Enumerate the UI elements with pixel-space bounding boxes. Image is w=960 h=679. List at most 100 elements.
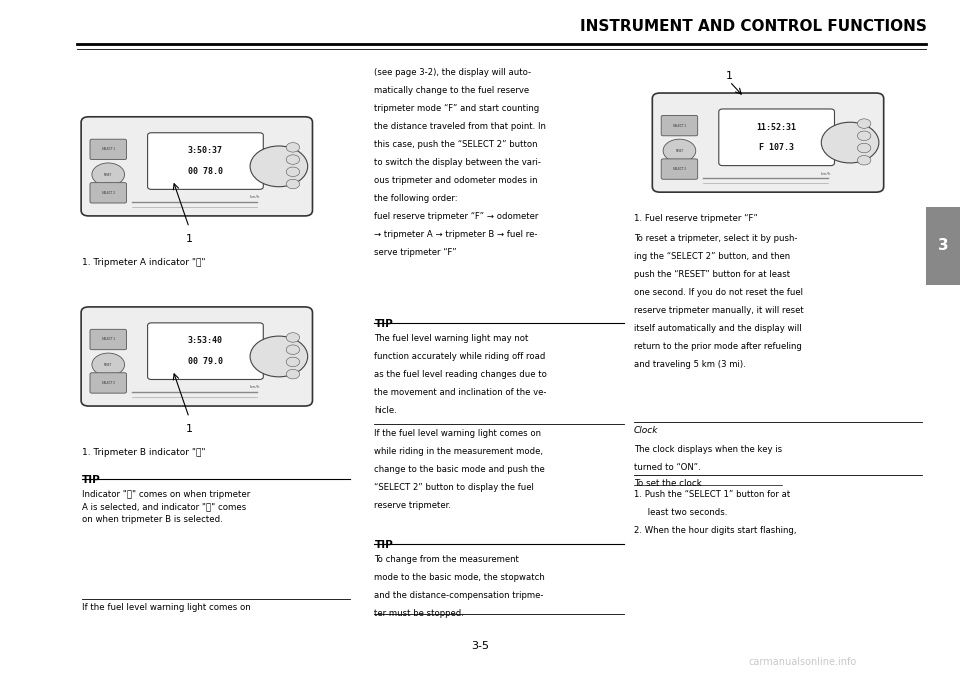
Text: while riding in the measurement mode,: while riding in the measurement mode, bbox=[374, 447, 543, 456]
Text: km/h: km/h bbox=[821, 172, 831, 176]
Text: turned to “ON”.: turned to “ON”. bbox=[634, 463, 701, 472]
Text: 1. Fuel reserve tripmeter “F”: 1. Fuel reserve tripmeter “F” bbox=[634, 214, 757, 223]
Text: 00 79.0: 00 79.0 bbox=[188, 357, 223, 366]
Text: one second. If you do not reset the fuel: one second. If you do not reset the fuel bbox=[634, 288, 803, 297]
Text: F 107.3: F 107.3 bbox=[759, 143, 794, 152]
Text: the following order:: the following order: bbox=[374, 194, 458, 203]
Circle shape bbox=[286, 167, 300, 177]
Text: 1. Push the “SELECT 1” button for at: 1. Push the “SELECT 1” button for at bbox=[634, 490, 790, 499]
Text: return to the prior mode after refueling: return to the prior mode after refueling bbox=[634, 342, 802, 351]
Text: RESET: RESET bbox=[676, 149, 684, 153]
Text: the distance traveled from that point. In: the distance traveled from that point. I… bbox=[374, 122, 546, 131]
Text: to switch the display between the vari-: to switch the display between the vari- bbox=[374, 158, 541, 167]
Text: as the fuel level reading changes due to: as the fuel level reading changes due to bbox=[374, 370, 547, 379]
Text: TIP: TIP bbox=[374, 319, 394, 329]
Text: INSTRUMENT AND CONTROL FUNCTIONS: INSTRUMENT AND CONTROL FUNCTIONS bbox=[580, 19, 926, 34]
Text: SELECT 2: SELECT 2 bbox=[102, 381, 115, 385]
Circle shape bbox=[286, 369, 300, 379]
Text: → tripmeter A → tripmeter B → fuel re-: → tripmeter A → tripmeter B → fuel re- bbox=[374, 230, 538, 239]
FancyBboxPatch shape bbox=[90, 329, 127, 350]
Text: itself automatically and the display will: itself automatically and the display wil… bbox=[634, 324, 802, 333]
Text: and traveling 5 km (3 mi).: and traveling 5 km (3 mi). bbox=[634, 360, 745, 369]
Text: RESET: RESET bbox=[105, 363, 112, 367]
Text: 3: 3 bbox=[938, 238, 948, 253]
Text: RESET: RESET bbox=[105, 172, 112, 177]
Circle shape bbox=[92, 163, 125, 186]
Text: the movement and inclination of the ve-: the movement and inclination of the ve- bbox=[374, 388, 547, 397]
Text: function accurately while riding off road: function accurately while riding off roa… bbox=[374, 352, 546, 361]
FancyBboxPatch shape bbox=[148, 132, 263, 189]
Text: 2. When the hour digits start flashing,: 2. When the hour digits start flashing, bbox=[634, 526, 796, 535]
Circle shape bbox=[857, 155, 871, 165]
FancyBboxPatch shape bbox=[652, 93, 883, 192]
Text: 3-5: 3-5 bbox=[471, 642, 489, 651]
FancyBboxPatch shape bbox=[81, 117, 313, 216]
Text: Indicator "Ⓐ" comes on when tripmeter
A is selected, and indicator "Ⓑ" comes
on : Indicator "Ⓐ" comes on when tripmeter A … bbox=[82, 490, 250, 524]
Text: and the distance-compensation tripme-: and the distance-compensation tripme- bbox=[374, 591, 544, 600]
Circle shape bbox=[857, 131, 871, 141]
Text: ing the “SELECT 2” button, and then: ing the “SELECT 2” button, and then bbox=[634, 252, 790, 261]
FancyBboxPatch shape bbox=[90, 373, 127, 393]
Text: The fuel level warning light may not: The fuel level warning light may not bbox=[374, 334, 529, 343]
Text: hicle.: hicle. bbox=[374, 406, 397, 415]
Text: SELECT 1: SELECT 1 bbox=[102, 147, 115, 151]
Text: 1: 1 bbox=[185, 424, 193, 435]
Text: 1. Tripmeter B indicator "Ⓑ": 1. Tripmeter B indicator "Ⓑ" bbox=[82, 448, 205, 457]
Text: reserve tripmeter.: reserve tripmeter. bbox=[374, 501, 451, 510]
Text: The clock displays when the key is: The clock displays when the key is bbox=[634, 445, 781, 454]
Text: this case, push the “SELECT 2” button: this case, push the “SELECT 2” button bbox=[374, 140, 538, 149]
Text: 3:50:37: 3:50:37 bbox=[188, 146, 223, 155]
Circle shape bbox=[286, 333, 300, 342]
Text: To change from the measurement: To change from the measurement bbox=[374, 555, 519, 564]
Text: SELECT 2: SELECT 2 bbox=[102, 191, 115, 195]
Text: SELECT 2: SELECT 2 bbox=[673, 167, 686, 171]
Text: To set the clock: To set the clock bbox=[634, 479, 702, 488]
Text: SELECT 1: SELECT 1 bbox=[102, 337, 115, 342]
Text: SELECT 1: SELECT 1 bbox=[673, 124, 686, 128]
Text: Clock: Clock bbox=[634, 426, 659, 435]
FancyBboxPatch shape bbox=[661, 159, 698, 179]
Text: tripmeter mode “F” and start counting: tripmeter mode “F” and start counting bbox=[374, 104, 540, 113]
Circle shape bbox=[857, 143, 871, 153]
Text: 11:52:31: 11:52:31 bbox=[756, 122, 797, 132]
Text: reserve tripmeter manually, it will reset: reserve tripmeter manually, it will rese… bbox=[634, 306, 804, 315]
Text: serve tripmeter “F”: serve tripmeter “F” bbox=[374, 248, 457, 257]
Text: (see page 3-2), the display will auto-: (see page 3-2), the display will auto- bbox=[374, 68, 532, 77]
Text: change to the basic mode and push the: change to the basic mode and push the bbox=[374, 465, 545, 474]
FancyBboxPatch shape bbox=[148, 323, 263, 380]
Circle shape bbox=[92, 353, 125, 376]
Circle shape bbox=[250, 336, 308, 377]
Circle shape bbox=[286, 179, 300, 189]
Text: matically change to the fuel reserve: matically change to the fuel reserve bbox=[374, 86, 530, 95]
FancyBboxPatch shape bbox=[719, 109, 834, 166]
Text: “SELECT 2” button to display the fuel: “SELECT 2” button to display the fuel bbox=[374, 483, 535, 492]
Text: km/h: km/h bbox=[250, 386, 260, 390]
Circle shape bbox=[286, 345, 300, 354]
Circle shape bbox=[857, 119, 871, 128]
FancyBboxPatch shape bbox=[90, 183, 127, 203]
Circle shape bbox=[250, 146, 308, 187]
Text: 1: 1 bbox=[726, 71, 733, 81]
Text: carmanualsonline.info: carmanualsonline.info bbox=[749, 657, 857, 667]
Circle shape bbox=[286, 155, 300, 164]
FancyBboxPatch shape bbox=[926, 207, 960, 285]
Circle shape bbox=[286, 357, 300, 367]
Text: TIP: TIP bbox=[374, 540, 394, 550]
Text: 3:53:40: 3:53:40 bbox=[188, 336, 223, 346]
Circle shape bbox=[286, 143, 300, 152]
Text: 00 78.0: 00 78.0 bbox=[188, 167, 223, 176]
Text: 1. Tripmeter A indicator "Ⓐ": 1. Tripmeter A indicator "Ⓐ" bbox=[82, 258, 205, 267]
Circle shape bbox=[822, 122, 879, 163]
Text: To reset a tripmeter, select it by push-: To reset a tripmeter, select it by push- bbox=[634, 234, 797, 243]
FancyBboxPatch shape bbox=[661, 115, 698, 136]
Text: If the fuel level warning light comes on: If the fuel level warning light comes on bbox=[374, 429, 541, 438]
FancyBboxPatch shape bbox=[90, 139, 127, 160]
Text: If the fuel level warning light comes on: If the fuel level warning light comes on bbox=[82, 603, 251, 612]
Text: fuel reserve tripmeter “F” → odometer: fuel reserve tripmeter “F” → odometer bbox=[374, 212, 539, 221]
Text: ous tripmeter and odometer modes in: ous tripmeter and odometer modes in bbox=[374, 176, 538, 185]
Text: ter must be stopped.: ter must be stopped. bbox=[374, 608, 465, 618]
FancyBboxPatch shape bbox=[81, 307, 313, 406]
Text: km/h: km/h bbox=[250, 196, 260, 200]
Text: push the “RESET” button for at least: push the “RESET” button for at least bbox=[634, 270, 790, 279]
Text: TIP: TIP bbox=[82, 475, 101, 485]
